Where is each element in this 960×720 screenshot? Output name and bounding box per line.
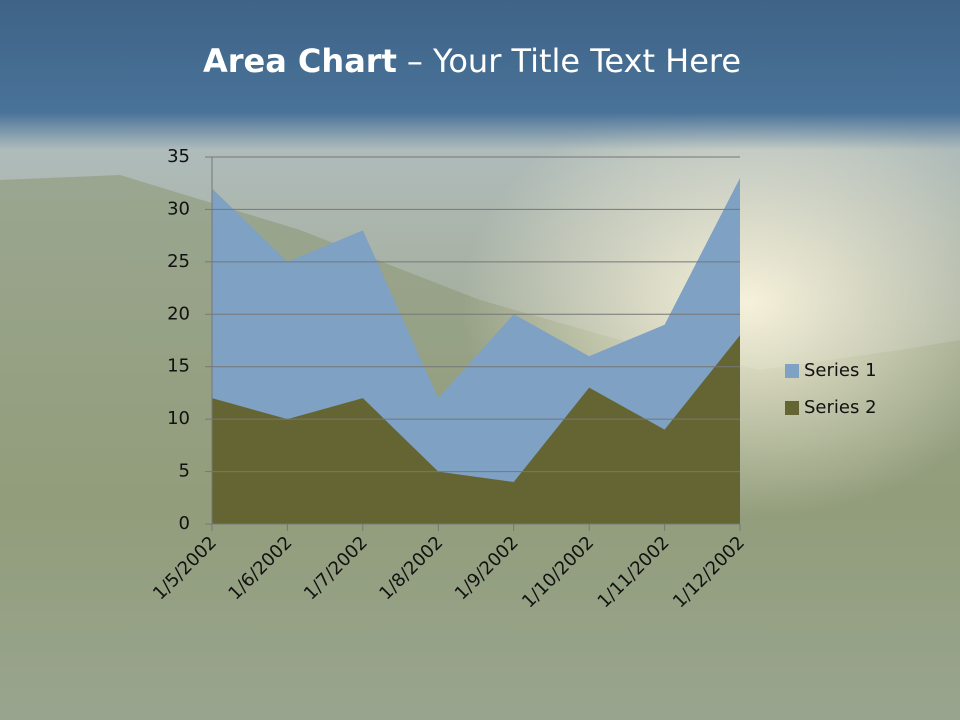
legend-swatch <box>785 401 799 415</box>
title-bold: Area Chart <box>203 42 397 80</box>
y-tick-label: 10 <box>167 408 190 429</box>
area <box>212 335 740 524</box>
y-tick-label: 20 <box>167 303 190 324</box>
y-tick-label: 15 <box>167 356 190 377</box>
y-tick-label: 35 <box>167 146 190 167</box>
legend-swatch <box>785 364 799 378</box>
legend-label: Series 2 <box>804 397 877 418</box>
y-tick-label: 0 <box>179 513 190 534</box>
legend-label: Series 1 <box>804 360 877 381</box>
y-tick-label: 30 <box>167 198 190 219</box>
title-rest: – Your Title Text Here <box>407 42 741 80</box>
title-band <box>0 0 960 150</box>
y-tick-label: 25 <box>167 251 190 272</box>
slide-title: Area Chart – Your Title Text Here <box>203 42 741 80</box>
y-tick-label: 5 <box>179 461 190 482</box>
